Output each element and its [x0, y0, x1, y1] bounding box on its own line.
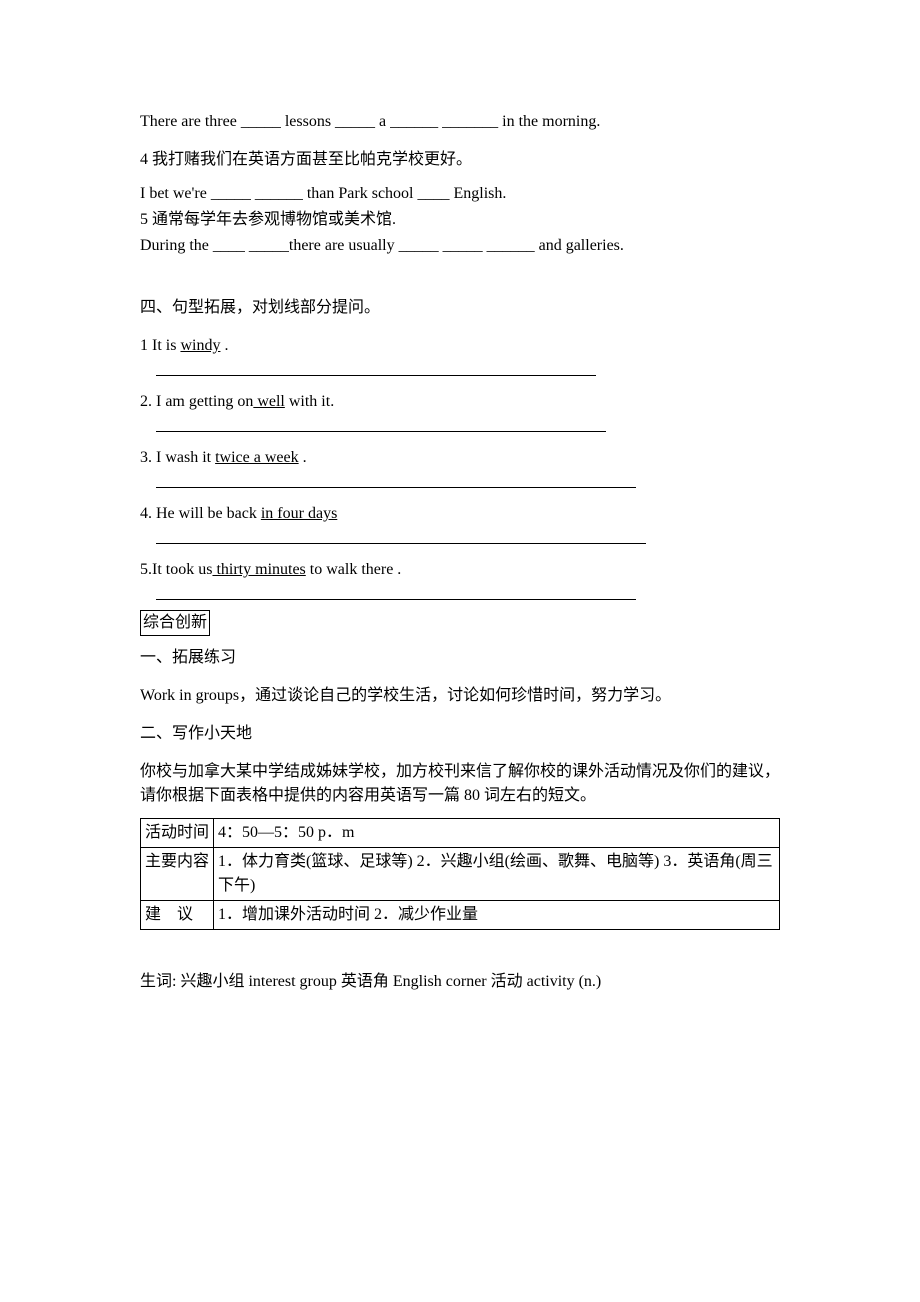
q3-sentence: There are three _____ lessons _____ a __… — [140, 110, 780, 134]
table-cell-r3c1: 建 议 — [141, 901, 214, 930]
s4-q1-answer-line — [156, 374, 596, 376]
s4-q3-post: . — [299, 449, 307, 466]
q4-prompt: 4 我打赌我们在英语方面甚至比帕克学校更好。 — [140, 148, 780, 172]
q5-prompt: 5 通常每学年去参观博物馆或美术馆. — [140, 208, 780, 232]
activity-table: 活动时间 4：50—5：50 p．m 主要内容 1．体力育类(篮球、足球等) 2… — [140, 818, 780, 930]
table-cell-r1c1: 活动时间 — [141, 819, 214, 848]
s4-q5-pre: 5.It took us — [140, 561, 212, 578]
s4-q1-post: . — [220, 337, 228, 354]
s4-q3-pre: 3. I wash it — [140, 449, 215, 466]
table-cell-r1c2: 4：50—5：50 p．m — [214, 819, 780, 848]
s4-q4-pre: 4. He will be back — [140, 505, 261, 522]
s4-q4: 4. He will be back in four days — [140, 502, 780, 526]
q4-answer: I bet we're _____ ______ than Park schoo… — [140, 182, 780, 206]
s4-q2: 2. I am getting on well with it. — [140, 390, 780, 414]
ext1-title: 一、拓展练习 — [140, 646, 780, 670]
ext2-body: 你校与加拿大某中学结成姊妹学校，加方校刊来信了解你校的课外活动情况及你们的建议，… — [140, 760, 780, 808]
s4-q1: 1 It is windy . — [140, 334, 780, 358]
s4-q5-underline: thirty minutes — [212, 561, 305, 578]
s4-q5-post: to walk there . — [306, 561, 402, 578]
document-page: There are three _____ lessons _____ a __… — [0, 0, 920, 1302]
table-cell-r2c2: 1．体力育类(篮球、足球等) 2．兴趣小组(绘画、歌舞、电脑等) 3．英语角(周… — [214, 848, 780, 901]
s4-q4-underline: in four days — [261, 505, 337, 522]
vocab-line: 生词: 兴趣小组 interest group 英语角 English corn… — [140, 970, 780, 994]
s4-q3-underline: twice a week — [215, 449, 299, 466]
s4-q5: 5.It took us thirty minutes to walk ther… — [140, 558, 780, 582]
s4-q5-answer-line — [156, 598, 636, 600]
s4-q1-pre: 1 It is — [140, 337, 180, 354]
ext2-title: 二、写作小天地 — [140, 722, 780, 746]
s4-q2-underline: well — [253, 393, 285, 410]
s4-q2-pre: 2. I am getting on — [140, 393, 253, 410]
section-4-title: 四、句型拓展，对划线部分提问。 — [140, 296, 780, 320]
s4-q3: 3. I wash it twice a week . — [140, 446, 780, 470]
table-cell-r2c1: 主要内容 — [141, 848, 214, 901]
table-row: 建 议 1．增加课外活动时间 2．减少作业量 — [141, 901, 780, 930]
table-row: 主要内容 1．体力育类(篮球、足球等) 2．兴趣小组(绘画、歌舞、电脑等) 3．… — [141, 848, 780, 901]
table-cell-r3c2: 1．增加课外活动时间 2．减少作业量 — [214, 901, 780, 930]
table-row: 活动时间 4：50—5：50 p．m — [141, 819, 780, 848]
boxed-section-title: 综合创新 — [140, 610, 210, 636]
s4-q2-answer-line — [156, 430, 606, 432]
ext1-body: Work in groups，通过谈论自己的学校生活，讨论如何珍惜时间，努力学习… — [140, 684, 780, 708]
q5-answer: During the ____ _____there are usually _… — [140, 234, 780, 258]
s4-q3-answer-line — [156, 486, 636, 488]
boxed-section-title-wrap: 综合创新 — [140, 610, 780, 636]
s4-q2-post: with it. — [285, 393, 334, 410]
s4-q1-underline: windy — [180, 337, 220, 354]
s4-q4-answer-line — [156, 542, 646, 544]
